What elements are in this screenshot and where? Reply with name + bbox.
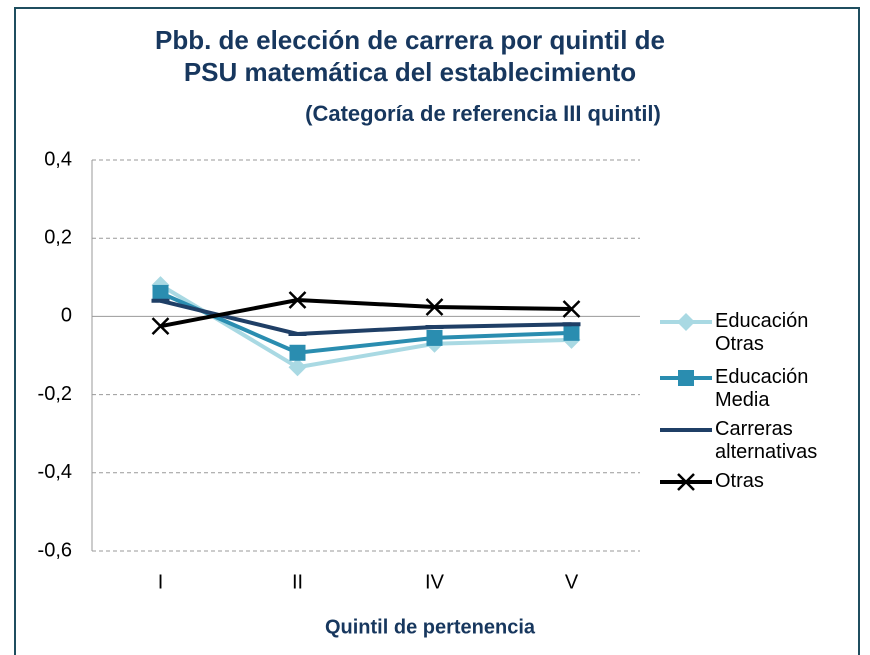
legend-label: Otras [715, 470, 764, 492]
point [562, 300, 581, 318]
series-line [159, 283, 572, 370]
point [151, 317, 170, 336]
point [677, 473, 695, 491]
point [152, 284, 169, 301]
legend-label: Educación Otras [715, 310, 809, 355]
legend-label: Educación Media [715, 366, 809, 411]
x-tick-label: II [292, 571, 303, 593]
chart-title: Pbb. de elección de carrera por quintil … [154, 25, 666, 87]
y-tick-label: 0 [61, 305, 72, 327]
legend-label: Carreras alternativas [715, 418, 818, 463]
x-tick-label: IV [425, 571, 445, 593]
point [678, 370, 694, 386]
point [288, 291, 307, 309]
point [677, 313, 695, 331]
x-axis-label: Quintil de pertenencia [325, 616, 536, 638]
point [426, 329, 443, 346]
point [563, 324, 580, 341]
y-tick-label: 0,4 [44, 148, 72, 170]
series-line [160, 297, 572, 329]
y-tick-label: -0,2 [38, 383, 72, 405]
title-box: Pbb. de elección de carrera por quintil … [154, 25, 666, 87]
x-tick-label: V [565, 571, 579, 593]
x-tick-label: I [158, 571, 164, 593]
point [289, 344, 306, 361]
y-tick-label: -0,4 [38, 461, 72, 483]
series-line [160, 298, 572, 337]
y-tick-label: 0,2 [44, 226, 72, 248]
point [425, 298, 444, 316]
series-line [159, 291, 572, 355]
chart-subtitle: (Categoría de referencia III quintil) [305, 101, 661, 126]
y-tick-label: -0,6 [38, 539, 72, 561]
point [288, 358, 307, 377]
